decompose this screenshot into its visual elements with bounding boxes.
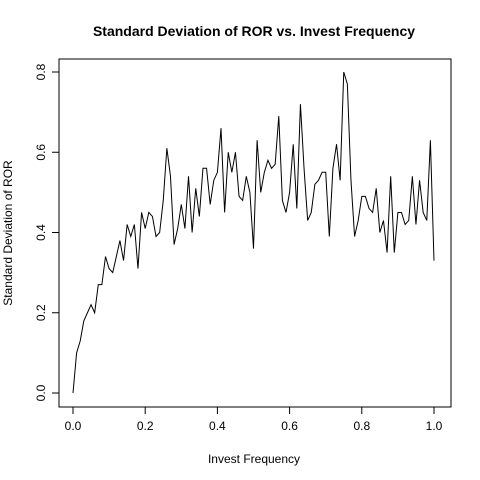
series-line [72,71,435,394]
x-tick-label: 0.2 [137,419,154,433]
y-tick-label: 0.2 [34,304,48,321]
plot-frame [58,58,452,408]
y-axis-label: Standard Deviation of ROR [1,160,15,306]
x-tick-label: 1.0 [426,419,443,433]
x-axis-label: Invest Frequency [208,452,300,466]
x-tick-label: 0.4 [209,419,226,433]
x-tick-label: 0.6 [281,419,298,433]
chart-title: Standard Deviation of ROR vs. Invest Fre… [93,23,415,39]
y-tick-label: 0.4 [34,224,48,241]
x-axis: 0.0 0.2 0.4 0.6 0.8 1.0 [65,407,443,433]
x-tick-label: 0.8 [353,419,370,433]
x-tick-label: 0.0 [65,419,82,433]
y-tick-label: 0.6 [34,144,48,161]
y-axis: 0.0 0.2 0.4 0.6 0.8 [34,63,59,401]
y-tick-label: 0.0 [34,384,48,401]
y-tick-label: 0.8 [34,63,48,80]
